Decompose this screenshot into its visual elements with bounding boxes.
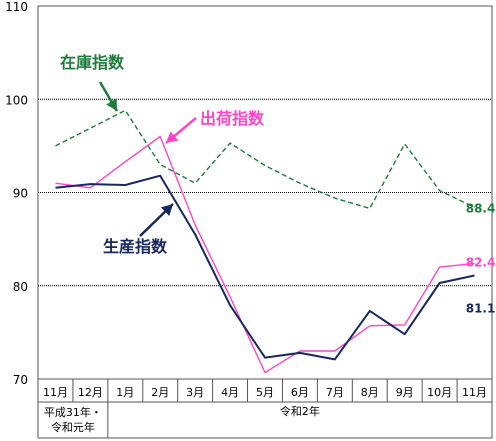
x-axis-table: 11月 12月 1月 2月 3月 4月 5月 6月 7月 8月 9月 10月 11月平成31年・令和元年…	[37, 379, 493, 439]
x-tick-label: 2月	[151, 386, 169, 399]
x-tick-label: 11月	[43, 386, 68, 399]
y-axis-ticks: 70 80 90 100 110	[5, 0, 28, 387]
end-value-label: 82.4	[466, 255, 496, 269]
end-value-label: 88.4	[466, 201, 496, 215]
y-tick-label: 90	[13, 187, 28, 201]
x-tick-label: 7月	[326, 386, 344, 399]
x-tick-label: 5月	[256, 386, 274, 399]
y-tick-label: 100	[5, 93, 28, 107]
series-line	[55, 135, 475, 374]
annotation-arrowhead	[166, 131, 179, 143]
x-tick-label: 12月	[78, 386, 103, 399]
series-annotation-label: 生産指数	[103, 237, 168, 256]
x-tick-label: 10月	[427, 386, 452, 399]
era-label: 平成31年・	[44, 405, 102, 419]
y-tick-label: 110	[5, 0, 28, 14]
x-tick-label: 11月	[462, 386, 487, 399]
series-lines	[55, 109, 475, 374]
gridlines	[38, 98, 492, 287]
x-tick-label: 6月	[291, 386, 309, 399]
x-tick-label: 8月	[361, 386, 379, 399]
series-annotation-label: 在庫指数	[60, 53, 125, 72]
end-value-label: 81.1	[466, 301, 496, 315]
x-tick-label: 4月	[221, 386, 239, 399]
series-line	[55, 174, 475, 361]
x-tick-label: 3月	[186, 386, 204, 399]
annotation-arrowhead	[106, 98, 117, 111]
x-tick-label: 1月	[116, 386, 134, 399]
series-annotation-label: 出荷指数	[200, 109, 265, 128]
x-tick-label: 9月	[396, 386, 414, 399]
y-tick-label: 70	[13, 373, 28, 387]
annotation-arrowhead	[160, 204, 173, 216]
era-label: 令和2年	[280, 404, 320, 418]
era-label: 令和元年	[51, 420, 95, 434]
y-tick-label: 80	[13, 280, 28, 294]
